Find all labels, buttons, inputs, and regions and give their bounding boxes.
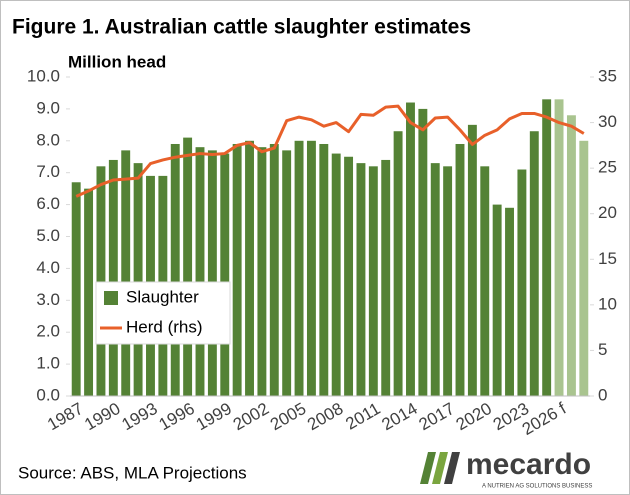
bar <box>232 143 242 396</box>
bar <box>257 147 267 396</box>
y2-tick-label: 35 <box>598 66 617 85</box>
bar <box>220 153 230 396</box>
bar <box>133 163 143 396</box>
y-tick-label: 4.0 <box>36 258 60 277</box>
bar <box>84 188 94 396</box>
bar <box>443 166 453 396</box>
bar <box>517 169 527 396</box>
y2-tick-label: 15 <box>598 249 617 268</box>
y2-tick-label: 0 <box>598 385 607 404</box>
y-tick-label: 2.0 <box>36 322 60 341</box>
logo: mecardo A NUTRIEN AG SOLUTIONS BUSINESS <box>420 448 592 490</box>
bar <box>121 150 131 396</box>
bar <box>108 159 118 396</box>
y-tick-label: 3.0 <box>36 290 60 309</box>
y-tick-label: 1.0 <box>36 354 60 373</box>
bar <box>406 102 415 397</box>
bar <box>505 207 514 396</box>
y-tick-label: 8.0 <box>36 130 60 149</box>
bar <box>344 156 354 396</box>
bar <box>467 124 477 396</box>
bar <box>554 99 564 396</box>
legend-label: Slaughter <box>126 287 199 306</box>
legend-box <box>95 281 231 345</box>
y-axis-label: Million head <box>68 52 166 71</box>
bar <box>269 143 279 396</box>
bar <box>282 150 292 396</box>
legend-label: Herd (rhs) <box>126 317 203 336</box>
legend-swatch <box>104 291 118 305</box>
bar <box>170 143 180 396</box>
y-tick-label: 10.0 <box>27 66 60 85</box>
bar <box>393 131 403 397</box>
bar <box>207 150 217 396</box>
y-tick-label: 9.0 <box>36 98 60 117</box>
bar <box>430 163 440 396</box>
bar <box>368 166 378 396</box>
bar <box>529 131 539 397</box>
bar <box>381 159 391 396</box>
bar <box>71 182 81 396</box>
bar <box>331 153 341 396</box>
y-tick-label: 0.0 <box>36 385 60 404</box>
bar <box>245 140 254 396</box>
bar <box>566 115 576 396</box>
logo-text: mecardo <box>466 448 591 481</box>
y2-tick-label: 30 <box>598 112 617 131</box>
bar <box>183 137 193 397</box>
bar <box>418 108 428 397</box>
chart-title: Figure 1. Australian cattle slaughter es… <box>12 16 471 39</box>
y2-tick-label: 25 <box>598 158 617 177</box>
bar <box>195 147 205 396</box>
bar <box>319 143 329 396</box>
y-tick-label: 5.0 <box>36 226 60 245</box>
bar <box>480 166 490 396</box>
y2-tick-label: 10 <box>598 294 617 313</box>
bar <box>455 143 465 396</box>
y-tick-label: 6.0 <box>36 194 60 213</box>
y-tick-label: 7.0 <box>36 162 60 181</box>
bar <box>96 166 106 396</box>
bar <box>542 99 552 396</box>
bar <box>579 140 589 396</box>
line <box>75 104 585 198</box>
bar <box>294 140 304 396</box>
bar <box>356 163 366 396</box>
y2-tick-label: 5 <box>598 340 607 359</box>
y2-tick-label: 20 <box>598 203 617 222</box>
bar <box>306 140 316 396</box>
bar <box>492 204 502 396</box>
source: Source: ABS, MLA Projections <box>18 463 247 482</box>
logo-tagline: A NUTRIEN AG SOLUTIONS BUSINESS <box>482 484 592 490</box>
